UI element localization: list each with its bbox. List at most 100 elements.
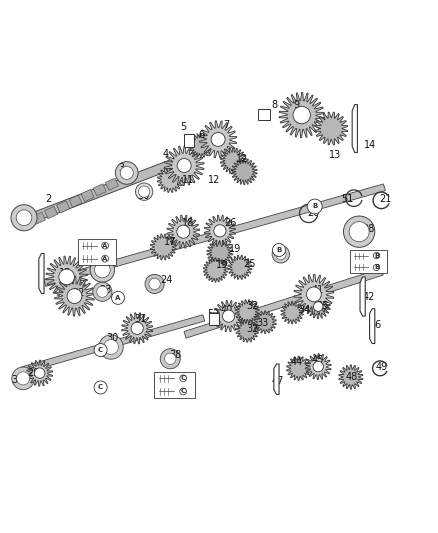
FancyBboxPatch shape xyxy=(208,313,219,325)
Circle shape xyxy=(276,249,286,260)
Text: 40: 40 xyxy=(221,305,233,315)
Text: 51: 51 xyxy=(342,193,354,204)
Polygon shape xyxy=(305,353,331,379)
Text: 27: 27 xyxy=(274,248,286,259)
Text: 6: 6 xyxy=(198,131,205,141)
Circle shape xyxy=(94,381,107,394)
Text: 14: 14 xyxy=(364,140,377,150)
Text: 24: 24 xyxy=(161,274,173,285)
Circle shape xyxy=(349,222,369,241)
Polygon shape xyxy=(315,112,348,145)
Text: 16: 16 xyxy=(98,263,110,273)
FancyBboxPatch shape xyxy=(258,109,270,120)
Text: 21: 21 xyxy=(379,193,392,204)
Text: 19: 19 xyxy=(229,244,241,254)
Circle shape xyxy=(145,274,164,294)
Text: 34: 34 xyxy=(298,305,311,315)
Text: 9: 9 xyxy=(293,100,300,110)
Circle shape xyxy=(97,286,108,297)
Text: 2: 2 xyxy=(45,193,52,204)
Polygon shape xyxy=(21,314,205,373)
Polygon shape xyxy=(167,215,200,248)
Text: 29: 29 xyxy=(27,368,39,378)
Polygon shape xyxy=(339,365,363,389)
Polygon shape xyxy=(199,121,237,158)
Text: C: C xyxy=(98,347,103,353)
Polygon shape xyxy=(306,294,330,319)
Text: 41: 41 xyxy=(311,285,324,295)
Circle shape xyxy=(11,205,37,231)
Circle shape xyxy=(135,183,153,200)
Circle shape xyxy=(112,292,124,304)
Text: 3: 3 xyxy=(118,163,124,173)
Text: 43: 43 xyxy=(184,376,196,386)
Text: 50: 50 xyxy=(137,191,149,200)
Polygon shape xyxy=(254,311,276,334)
Circle shape xyxy=(223,310,235,322)
Circle shape xyxy=(93,282,112,301)
Text: 26: 26 xyxy=(224,218,237,228)
Circle shape xyxy=(293,107,311,124)
Text: 30: 30 xyxy=(107,333,119,343)
Text: 49: 49 xyxy=(375,361,388,372)
Text: 32: 32 xyxy=(246,324,258,334)
FancyBboxPatch shape xyxy=(184,134,194,147)
Polygon shape xyxy=(220,148,246,174)
Circle shape xyxy=(307,199,322,214)
Text: 8: 8 xyxy=(272,100,278,110)
Polygon shape xyxy=(69,195,82,207)
Polygon shape xyxy=(46,256,88,298)
Text: 11: 11 xyxy=(182,175,194,185)
Circle shape xyxy=(149,278,160,289)
Text: B: B xyxy=(374,264,379,270)
Circle shape xyxy=(272,246,290,263)
Text: B: B xyxy=(276,247,282,253)
Text: 17: 17 xyxy=(164,237,177,247)
Polygon shape xyxy=(294,274,334,314)
Text: 35: 35 xyxy=(316,301,329,311)
Polygon shape xyxy=(32,212,46,224)
Circle shape xyxy=(307,287,321,302)
Polygon shape xyxy=(281,301,304,324)
Text: 13: 13 xyxy=(328,150,341,160)
Polygon shape xyxy=(93,184,106,196)
Text: A: A xyxy=(115,295,121,301)
Polygon shape xyxy=(106,178,119,190)
Polygon shape xyxy=(203,258,228,282)
Polygon shape xyxy=(164,146,204,185)
Text: 31: 31 xyxy=(134,314,147,324)
Circle shape xyxy=(116,161,138,184)
Text: B: B xyxy=(312,204,318,209)
Circle shape xyxy=(102,242,109,249)
Circle shape xyxy=(177,158,191,173)
Circle shape xyxy=(59,269,74,285)
Circle shape xyxy=(131,322,143,334)
Text: 37: 37 xyxy=(11,375,23,385)
Circle shape xyxy=(180,388,187,395)
Text: 38: 38 xyxy=(170,350,182,360)
Circle shape xyxy=(343,216,375,247)
Circle shape xyxy=(35,368,45,378)
Circle shape xyxy=(211,133,225,147)
FancyBboxPatch shape xyxy=(78,239,116,265)
Polygon shape xyxy=(236,320,258,342)
Text: 46: 46 xyxy=(370,320,382,330)
Circle shape xyxy=(272,244,286,256)
Circle shape xyxy=(12,367,35,390)
Circle shape xyxy=(374,264,380,271)
Polygon shape xyxy=(39,254,44,294)
Text: 32: 32 xyxy=(246,301,258,311)
Polygon shape xyxy=(122,313,153,344)
Polygon shape xyxy=(213,301,244,332)
Text: 1: 1 xyxy=(22,214,28,224)
Circle shape xyxy=(214,225,226,237)
Text: 47: 47 xyxy=(272,376,284,386)
Circle shape xyxy=(104,340,118,354)
Polygon shape xyxy=(150,234,176,260)
Circle shape xyxy=(17,372,30,385)
Circle shape xyxy=(177,225,190,238)
Text: 10: 10 xyxy=(78,244,90,254)
Text: 48: 48 xyxy=(346,372,358,382)
Text: 52: 52 xyxy=(208,309,220,319)
Circle shape xyxy=(99,335,123,359)
